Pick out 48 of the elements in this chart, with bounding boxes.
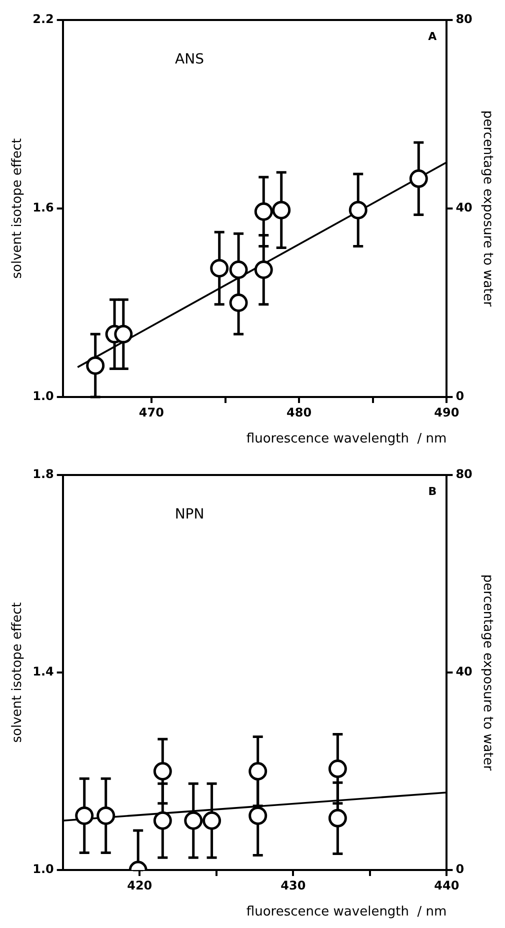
point xyxy=(153,811,172,830)
point xyxy=(184,811,203,830)
x-tick-label: 420 xyxy=(127,878,152,892)
x-tick-label: 480 xyxy=(286,405,312,420)
point xyxy=(210,258,229,278)
point xyxy=(248,806,268,825)
annotation: A xyxy=(428,30,438,43)
y2-axis-title: percentage exposure to water xyxy=(480,110,495,308)
point xyxy=(328,808,347,828)
x-tick-label: 430 xyxy=(280,878,306,892)
y2-tick-label: 40 xyxy=(456,664,472,679)
y2-tick-label: 80 xyxy=(456,12,472,26)
point xyxy=(409,169,428,188)
y-tick-label: 1.0 xyxy=(32,389,54,404)
x-axis-title: fluorescence wavelength / nm xyxy=(246,904,447,920)
y-tick-label: 1.8 xyxy=(32,467,54,482)
point xyxy=(272,200,291,220)
y-tick-label: 1.6 xyxy=(32,200,54,215)
x-axis-title: fluorescence wavelength / nm xyxy=(246,432,447,447)
point xyxy=(328,760,347,778)
point xyxy=(86,356,105,375)
y-tick-label: 1.0 xyxy=(32,862,54,876)
y2-tick-label: 0 xyxy=(456,862,464,876)
x-tick-label: 490 xyxy=(434,405,460,420)
point xyxy=(248,762,268,780)
y2-axis-title: percentage exposure to water xyxy=(480,574,495,772)
y-tick-label: 2.2 xyxy=(32,12,54,26)
point xyxy=(114,324,133,344)
point xyxy=(75,806,94,825)
point xyxy=(153,762,172,780)
point xyxy=(229,260,248,280)
x-tick-label: 470 xyxy=(138,405,164,420)
point xyxy=(254,202,273,221)
y2-tick-label: 80 xyxy=(456,467,472,482)
point xyxy=(96,806,116,825)
annotation: B xyxy=(428,484,437,498)
x-tick-label: 440 xyxy=(434,878,460,892)
point xyxy=(348,200,368,220)
annotation: NPN xyxy=(174,506,204,523)
y2-tick-label: 0 xyxy=(456,389,464,404)
y-axis-title: solvent isotope effect xyxy=(10,138,26,279)
y2-tick-label: 40 xyxy=(456,200,472,215)
point xyxy=(254,260,273,280)
y-tick-label: 1.4 xyxy=(32,664,54,679)
point xyxy=(229,294,248,312)
annotation: ANS xyxy=(175,52,204,68)
y-axis-title: solvent isotope effect xyxy=(10,602,26,743)
point xyxy=(202,811,222,830)
